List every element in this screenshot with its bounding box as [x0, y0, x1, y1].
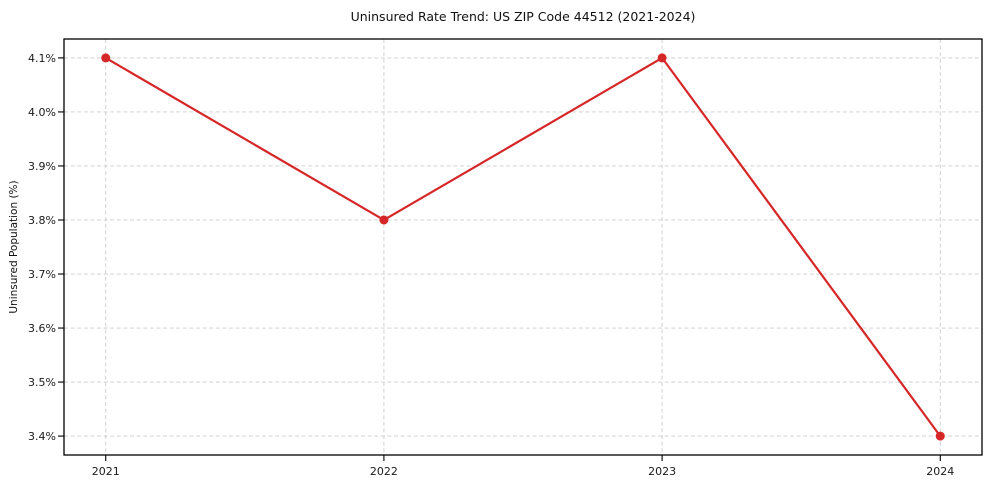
y-tick-label: 3.8% [28, 214, 56, 227]
y-tick-label: 3.9% [28, 160, 56, 173]
chart-title: Uninsured Rate Trend: US ZIP Code 44512 … [350, 9, 696, 24]
x-tick-label: 2023 [648, 465, 676, 478]
x-tick-label: 2021 [92, 465, 120, 478]
y-tick-label: 3.6% [28, 322, 56, 335]
trend-line [104, 56, 942, 438]
x-tick-label: 2022 [370, 465, 398, 478]
data-point-2024 [935, 431, 945, 441]
data-point-2022 [379, 215, 389, 225]
data-point-2021 [101, 53, 111, 63]
data-point-2023 [657, 53, 667, 63]
x-tick-label: 2024 [926, 465, 954, 478]
y-tick-label: 3.7% [28, 268, 56, 281]
y-tick-label: 3.5% [28, 376, 56, 389]
plot-border [63, 38, 983, 456]
y-tick-label: 4.0% [28, 106, 56, 119]
y-tick-label: 3.4% [28, 430, 56, 443]
y-tick-label: 4.1% [28, 52, 56, 65]
